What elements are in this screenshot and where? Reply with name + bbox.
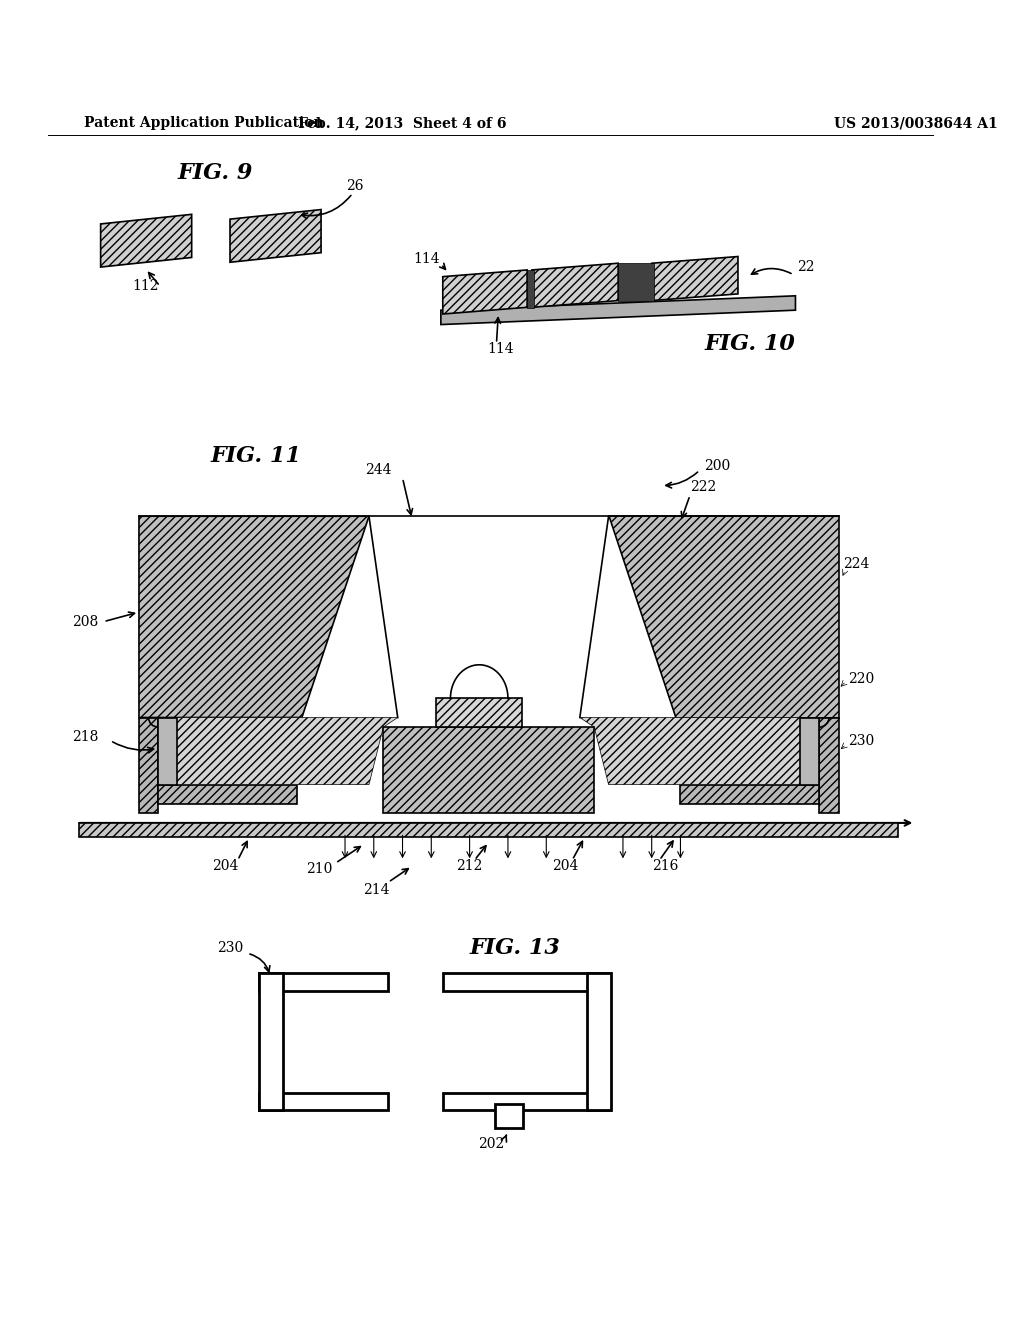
Polygon shape <box>442 269 527 314</box>
Polygon shape <box>383 727 594 813</box>
Text: FIG. 13: FIG. 13 <box>470 936 560 958</box>
Polygon shape <box>531 263 618 308</box>
Polygon shape <box>158 718 397 784</box>
Text: 114: 114 <box>414 252 440 267</box>
Bar <box>259 973 388 990</box>
Polygon shape <box>580 718 819 784</box>
Bar <box>442 973 610 990</box>
Polygon shape <box>158 784 297 804</box>
Text: 22: 22 <box>798 260 815 275</box>
Polygon shape <box>681 784 819 804</box>
Polygon shape <box>819 718 839 813</box>
Text: 218: 218 <box>73 730 98 743</box>
Text: 200: 200 <box>705 459 731 474</box>
Polygon shape <box>441 296 796 325</box>
Text: 230: 230 <box>848 734 874 748</box>
Polygon shape <box>139 718 158 813</box>
Text: 26: 26 <box>346 178 364 193</box>
Bar <box>442 1093 610 1110</box>
Text: Feb. 14, 2013  Sheet 4 of 6: Feb. 14, 2013 Sheet 4 of 6 <box>298 116 507 131</box>
Text: 224: 224 <box>844 557 869 572</box>
Text: FIG. 11: FIG. 11 <box>211 445 302 467</box>
Text: 204: 204 <box>552 859 579 873</box>
Polygon shape <box>618 263 653 301</box>
Bar <box>259 973 283 1110</box>
Text: 114: 114 <box>486 342 513 355</box>
Polygon shape <box>800 718 819 784</box>
Text: FIG. 9: FIG. 9 <box>177 162 253 183</box>
Text: Patent Application Publication: Patent Application Publication <box>84 116 324 131</box>
Text: FIG. 10: FIG. 10 <box>705 333 796 355</box>
Polygon shape <box>100 214 191 267</box>
Polygon shape <box>158 718 177 784</box>
Text: 220: 220 <box>848 672 874 686</box>
Bar <box>259 1093 388 1110</box>
Text: 244: 244 <box>366 463 392 478</box>
Text: 212: 212 <box>457 859 482 873</box>
Text: 230: 230 <box>217 941 243 954</box>
Polygon shape <box>651 256 738 301</box>
Polygon shape <box>230 210 322 263</box>
Bar <box>495 1104 523 1127</box>
Text: 208: 208 <box>73 615 98 628</box>
Text: 112: 112 <box>132 280 159 293</box>
Text: 216: 216 <box>651 859 678 873</box>
Text: 214: 214 <box>364 883 390 898</box>
Text: 222: 222 <box>690 480 717 495</box>
Text: US 2013/0038644 A1: US 2013/0038644 A1 <box>834 116 997 131</box>
Polygon shape <box>527 269 534 309</box>
Polygon shape <box>436 698 522 727</box>
Text: 210: 210 <box>306 862 333 876</box>
Bar <box>588 973 611 1110</box>
Polygon shape <box>139 516 369 718</box>
Polygon shape <box>608 516 839 718</box>
Bar <box>79 822 898 837</box>
Text: 202: 202 <box>477 1137 504 1151</box>
Text: 204: 204 <box>212 859 239 873</box>
